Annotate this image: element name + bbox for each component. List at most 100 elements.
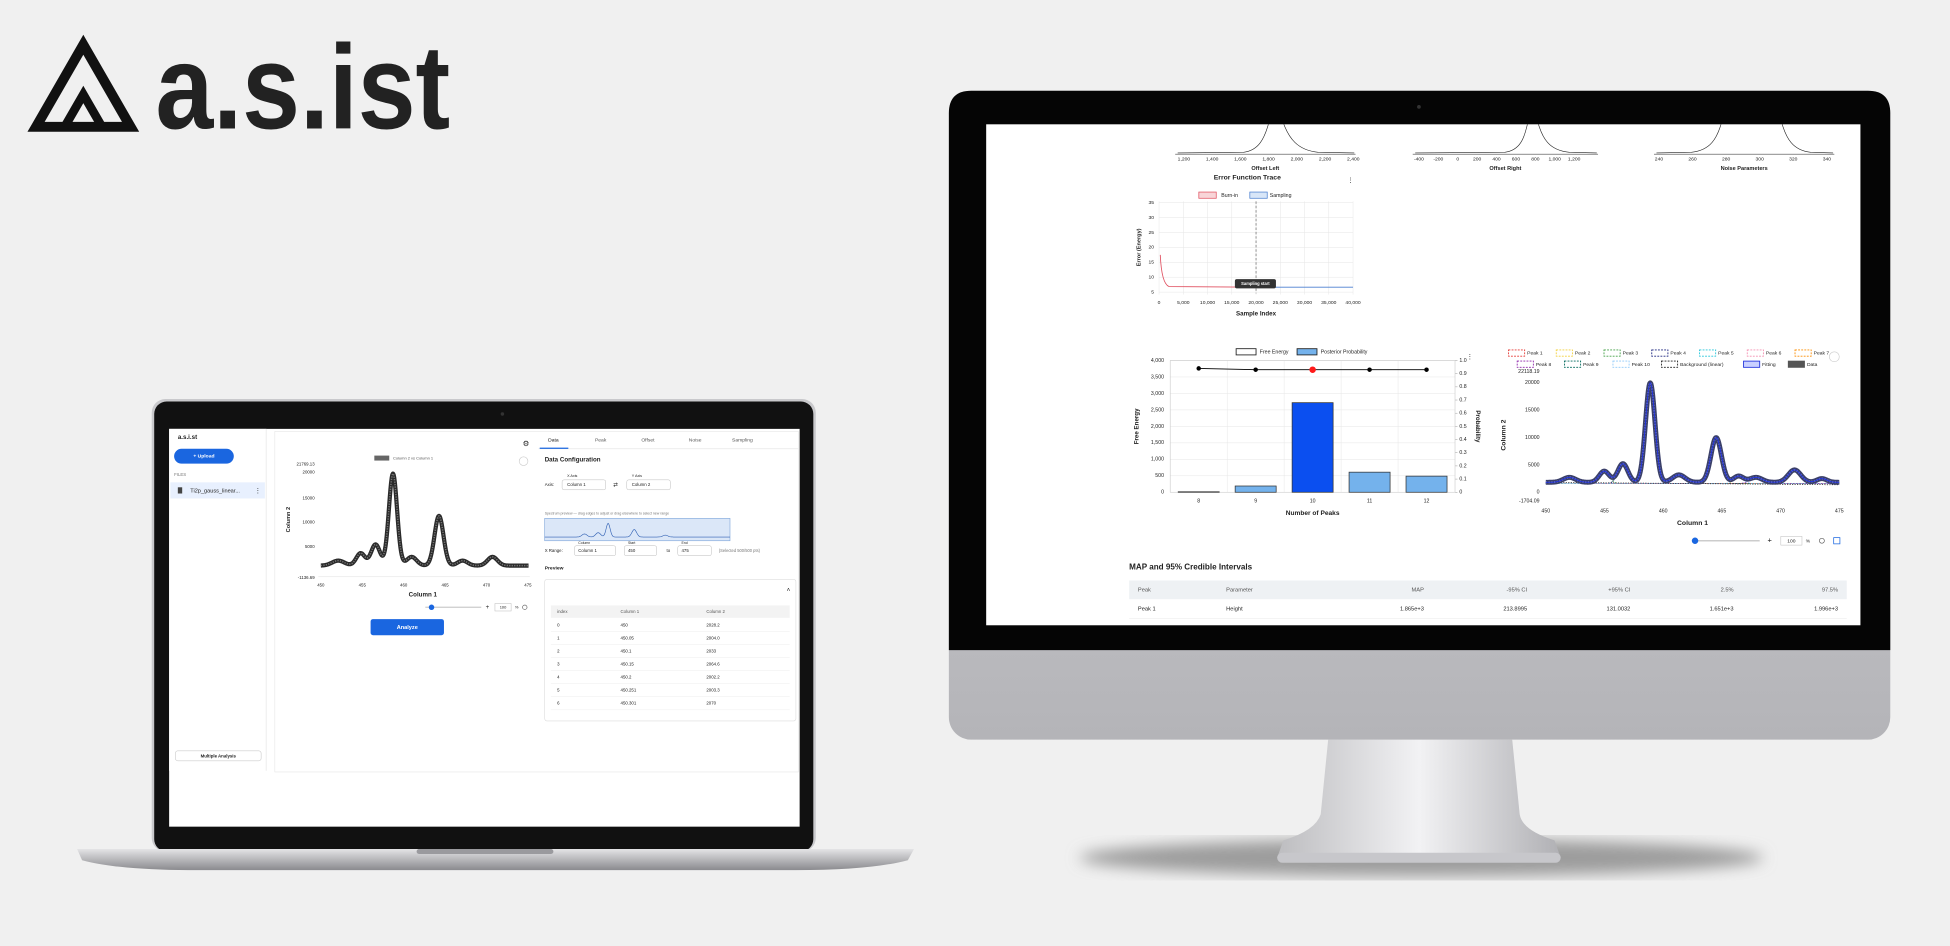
table-header [1129,580,1847,600]
table-cell: 0 [557,622,560,627]
tab[interactable]: Peak [595,437,607,443]
table-cell: Peak 1 [1138,607,1156,613]
select[interactable] [574,545,616,556]
field-label: Axis: [545,482,554,487]
y-tick-label: 20000 [1525,380,1540,386]
zoom-plus: + [1767,536,1771,545]
file-name: Ti2p_gauss_linear... [190,489,240,495]
download-icon[interactable] [1833,537,1841,545]
tab[interactable]: Offset [641,437,655,443]
section-title: Data Configuration [545,457,601,464]
chart-menu[interactable]: ⋮ [1347,177,1353,184]
x-axis-title: Number of Peaks [1286,510,1340,517]
workspace-border [274,431,799,773]
legend-label: Peak 9 [1583,362,1599,368]
table-cell: 2003.3 [706,688,720,693]
y2-tick-label: 0.6 [1459,411,1466,417]
select[interactable] [561,479,606,491]
y-tick-label: 1,000 [1151,457,1164,463]
y-tick-label: 5 [1151,289,1154,295]
legend-swatch [1787,360,1805,368]
desktop [948,90,1891,877]
x-tick-label: 1,400 [1206,156,1219,162]
tab[interactable]: Noise [689,437,702,443]
table-cell: 5 [557,688,560,693]
select-value: Column 1 [567,482,586,487]
x-tick-label: 2,000 [1291,156,1304,162]
multiple-analysis-button[interactable] [175,750,262,762]
logo-mark-inner [60,85,106,129]
input[interactable] [624,545,657,556]
reset-icon[interactable] [1819,537,1825,544]
chart-menu[interactable]: ⋮ [1467,353,1473,360]
swap-icon[interactable]: ⇄ [613,481,618,488]
stand [1277,739,1561,858]
chart-menu[interactable] [1829,351,1840,363]
x-tick-label: 35,000 [1321,300,1336,306]
camera [1417,105,1421,109]
x-tick-label: 460 [1659,508,1668,514]
legend-label: Data [1807,362,1818,368]
collapse-icon[interactable]: ˄ [787,587,791,594]
sidebar [169,428,267,771]
y2-tick-label: 0.4 [1459,437,1466,443]
legend-swatch [1235,348,1257,356]
table-cell: 4 [557,675,560,680]
y-tick-label: 5000 [305,544,315,549]
settings-icon[interactable]: ⚙ [523,439,530,448]
annotation: Sampling start [1241,281,1270,286]
x-tick-label: 470 [1776,508,1785,514]
zoom-thumb[interactable] [428,604,435,610]
y-tick-label: 35 [1149,200,1155,206]
table-cell: 2028.2 [706,622,720,627]
field-label: to [667,548,671,553]
reset-icon[interactable] [522,604,528,610]
file-row[interactable] [170,482,265,499]
x-tick-label: 340 [1823,156,1832,162]
table-cell: 2002.2 [706,675,720,680]
legend-label: Posterior Probability [1321,349,1368,355]
legend-label: Peak 7 [1814,351,1830,357]
select[interactable] [626,479,671,491]
input[interactable] [677,545,712,556]
tab[interactable]: Sampling [732,437,753,443]
y2-tick-label: 0.8 [1459,384,1466,390]
y2-tick-label: 0.7 [1459,397,1466,403]
table-header-cell: Column 1 [621,609,640,614]
y-tick-label: 2,000 [1151,424,1164,430]
legend-swatch [1661,360,1679,368]
tab[interactable]: Data [548,437,559,443]
zoom-box[interactable] [494,603,512,612]
chart-menu[interactable] [518,456,529,466]
file-menu: ⋮ [255,488,261,495]
analyze-button[interactable] [370,619,444,636]
files-label: FILES [174,472,186,477]
table-header-cell: -95% CI [1507,588,1528,594]
x-tick-label: 40,000 [1345,300,1360,306]
laptop: a.s.i.st + Upload FILES Ti2p_gauss_linear..… [77,399,915,871]
x-tick-label: 465 [441,583,449,588]
desktop-screen: 1,200 1,400 1,600 1,800 2,000 2,200 2,400 Offse… [1129,124,1847,619]
histogram-line [1177,124,1355,154]
table-cell: 450.251 [621,688,637,693]
y-tick-label: 2,500 [1151,407,1164,413]
x-axis-title: Column 1 [1677,520,1708,527]
selection-info: (Selected 500/500 pts) [719,548,761,553]
burn-in-line [1159,254,1257,288]
table-cell: 450.1 [621,649,632,654]
zoom-box[interactable] [1780,536,1803,546]
x-tick-label: 0 [1158,300,1161,306]
y-axis-title: Free Energy [1133,408,1140,444]
table-title: MAP and 95% Credible Intervals [1129,563,1252,572]
upload-button[interactable] [174,448,234,464]
zoom-thumb[interactable] [1691,537,1699,544]
legend-label: Peak 8 [1536,362,1552,368]
x-tick-label: 1,000 [1549,156,1562,162]
field-label: X Range: [545,548,563,553]
x-tick-label: 300 [1756,156,1765,162]
table-cell: 450.301 [621,701,637,706]
table-cell: 131.0032 [1607,607,1631,613]
x-tick-label: 260 [1688,156,1697,162]
legend-swatch [1794,349,1812,357]
legend-label: Peak 3 [1623,351,1639,357]
